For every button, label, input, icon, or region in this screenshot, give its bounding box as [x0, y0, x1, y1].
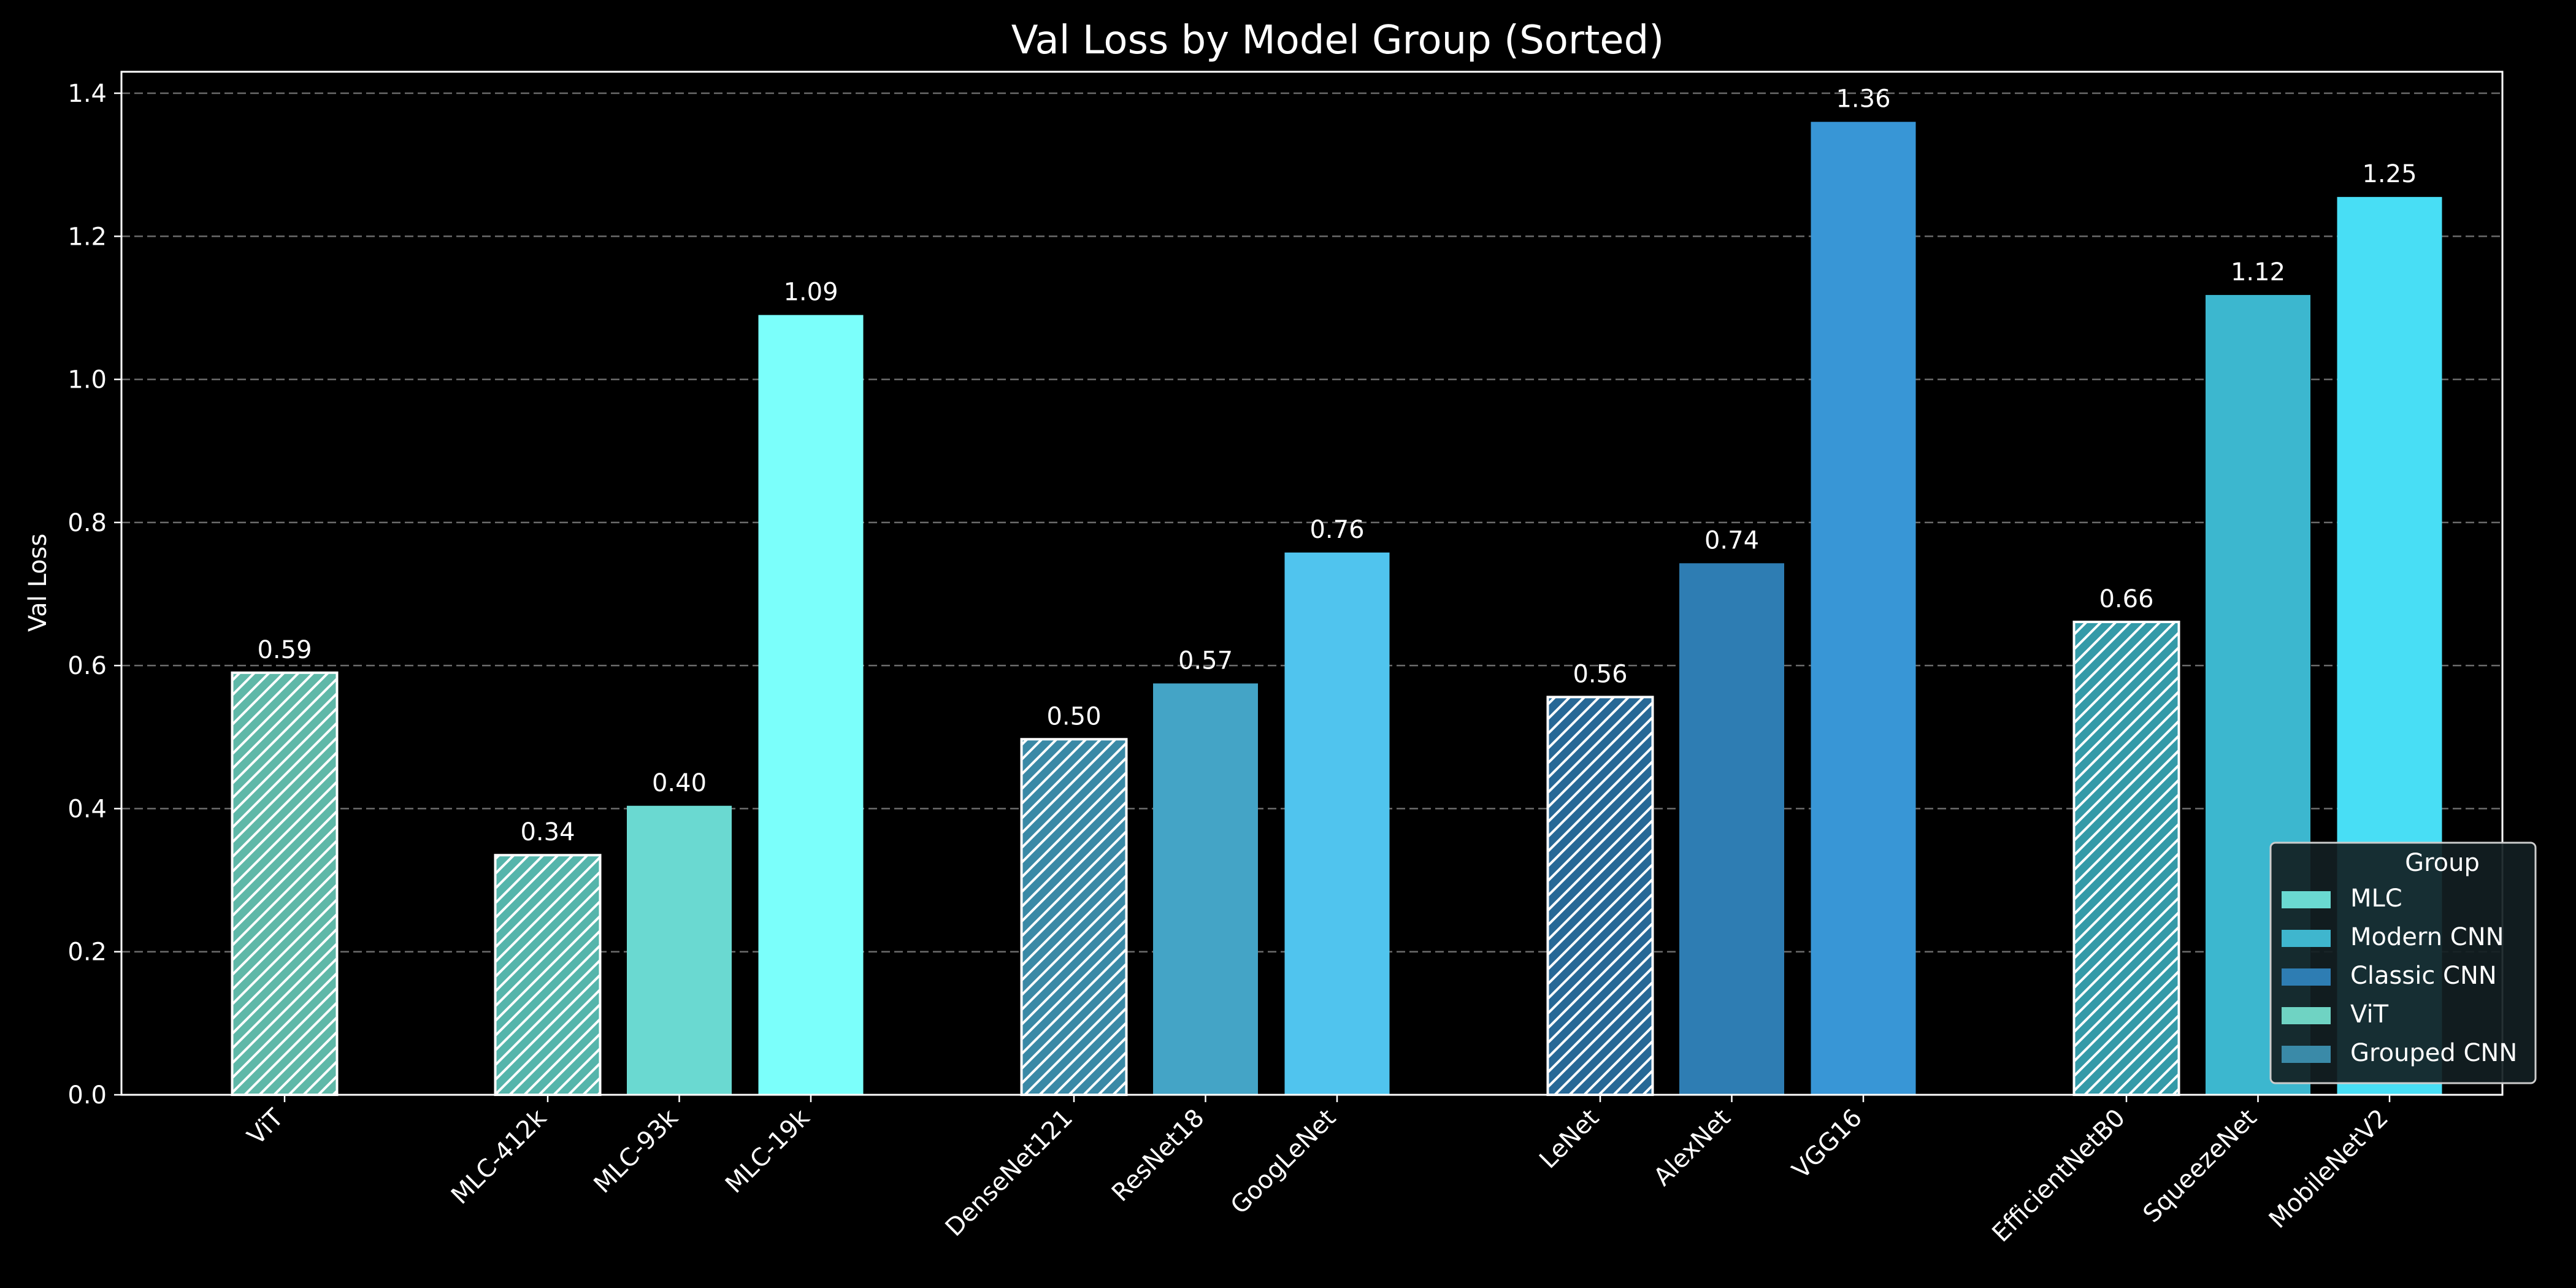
bar-hatch — [1020, 738, 1128, 1096]
legend-swatch — [2282, 1007, 2331, 1024]
axes — [120, 71, 2504, 1096]
bar-value-label: 0.74 — [1704, 526, 1759, 554]
legend-swatch — [2282, 891, 2331, 908]
bar-resnet18: 0.57 — [1153, 646, 1258, 1095]
x-tick-label: EfficientNetB0 — [1987, 1104, 2131, 1248]
legend-label: Classic CNN — [2350, 962, 2497, 990]
y-tick-label: 0.0 — [67, 1081, 107, 1110]
bar-fill — [758, 315, 864, 1095]
x-tick-label: LeNet — [1534, 1104, 1604, 1175]
bar-fill — [1811, 121, 1916, 1095]
bar-fill — [1679, 563, 1784, 1095]
bar-value-label: 1.36 — [1836, 85, 1890, 113]
bar-hatch — [2072, 620, 2180, 1096]
y-tick-label: 0.4 — [67, 795, 107, 823]
chart-title: Val Loss by Model Group (Sorted) — [1011, 18, 1665, 63]
bar-mlc-93k: 0.40 — [627, 769, 732, 1095]
legend-item-mlc: MLC — [2282, 884, 2402, 913]
bar-lenet: 0.56 — [1546, 660, 1654, 1096]
legend-box — [2269, 841, 2537, 1084]
bar-value-label: 0.40 — [652, 769, 707, 797]
bar-value-label: 1.25 — [2362, 160, 2417, 188]
bar-mlc-19k: 1.09 — [758, 278, 864, 1095]
legend-swatch — [2282, 1046, 2331, 1063]
bar-value-label: 0.34 — [520, 818, 575, 846]
y-tick-label: 0.8 — [67, 509, 107, 537]
bar-value-label: 0.57 — [1178, 646, 1233, 675]
x-tick-label: MobileNetV2 — [2264, 1104, 2394, 1234]
bar-alexnet: 0.74 — [1679, 526, 1784, 1095]
x-tick-label: ResNet18 — [1106, 1104, 1210, 1208]
x-tick-label: VGG16 — [1787, 1104, 1868, 1185]
y-axis-label: Val Loss — [24, 534, 52, 632]
bar-fill — [627, 805, 732, 1095]
legend-label: Grouped CNN — [2350, 1039, 2517, 1067]
x-tick-label: MLC-93k — [589, 1103, 684, 1199]
bar-value-label: 0.59 — [257, 636, 312, 664]
x-tick-label: MLC-412k — [446, 1103, 553, 1210]
legend-item-classic-cnn: Classic CNN — [2282, 962, 2497, 990]
bar-hatch — [1546, 696, 1654, 1096]
legend-swatch — [2282, 968, 2331, 986]
bar-value-label: 0.56 — [1573, 660, 1627, 688]
bar-efficientnetb0: 0.66 — [2072, 585, 2180, 1096]
y-tick-label: 1.4 — [67, 80, 107, 108]
legend-label: MLC — [2350, 884, 2402, 913]
x-tick-label: MLC-19k — [720, 1103, 816, 1199]
plot-frame — [120, 71, 2504, 1096]
x-tick-label: GoogLeNet — [1225, 1104, 1341, 1220]
x-tick-label: DenseNet121 — [940, 1104, 1078, 1242]
bar-mlc-412k: 0.34 — [494, 818, 602, 1096]
legend-item-vit: ViT — [2282, 1000, 2389, 1029]
bar-fill — [1153, 683, 1258, 1095]
bar-vgg16: 1.36 — [1811, 85, 1916, 1095]
bar-value-label: 0.50 — [1046, 702, 1101, 730]
legend-label: Modern CNN — [2350, 923, 2504, 951]
bars: 0.59 0.34 0.40 1.09 0.50 0.57 0.76 0.56 0.74 1.36… — [231, 85, 2442, 1096]
bar-densenet121: 0.50 — [1020, 702, 1128, 1096]
legend-title: Group — [2405, 849, 2480, 877]
y-tick-label: 0.2 — [67, 938, 107, 967]
bar-value-label: 0.76 — [1309, 516, 1364, 544]
bar-vit: 0.59 — [231, 636, 339, 1096]
legend-label: ViT — [2350, 1000, 2389, 1029]
x-tick-label: SqueezeNet — [2138, 1104, 2263, 1229]
y-tick-label: 1.0 — [67, 366, 107, 394]
bar-fill — [1284, 552, 1390, 1095]
y-tick-label: 1.2 — [67, 223, 107, 251]
y-tick-label: 0.6 — [67, 652, 107, 680]
x-tick-label: ViT — [242, 1103, 289, 1151]
bar-hatch — [231, 671, 339, 1096]
legend-item-grouped-cnn: Grouped CNN — [2282, 1039, 2517, 1067]
bar-value-label: 1.09 — [783, 278, 838, 307]
bar-value-label: 1.12 — [2231, 258, 2285, 286]
bar-value-label: 0.66 — [2099, 585, 2153, 613]
legend-item-modern-cnn: Modern CNN — [2282, 923, 2504, 951]
bar-hatch — [494, 854, 602, 1096]
x-tick-label: AlexNet — [1649, 1104, 1736, 1192]
legend-swatch — [2282, 930, 2331, 947]
bar-googlenet: 0.76 — [1284, 516, 1390, 1095]
